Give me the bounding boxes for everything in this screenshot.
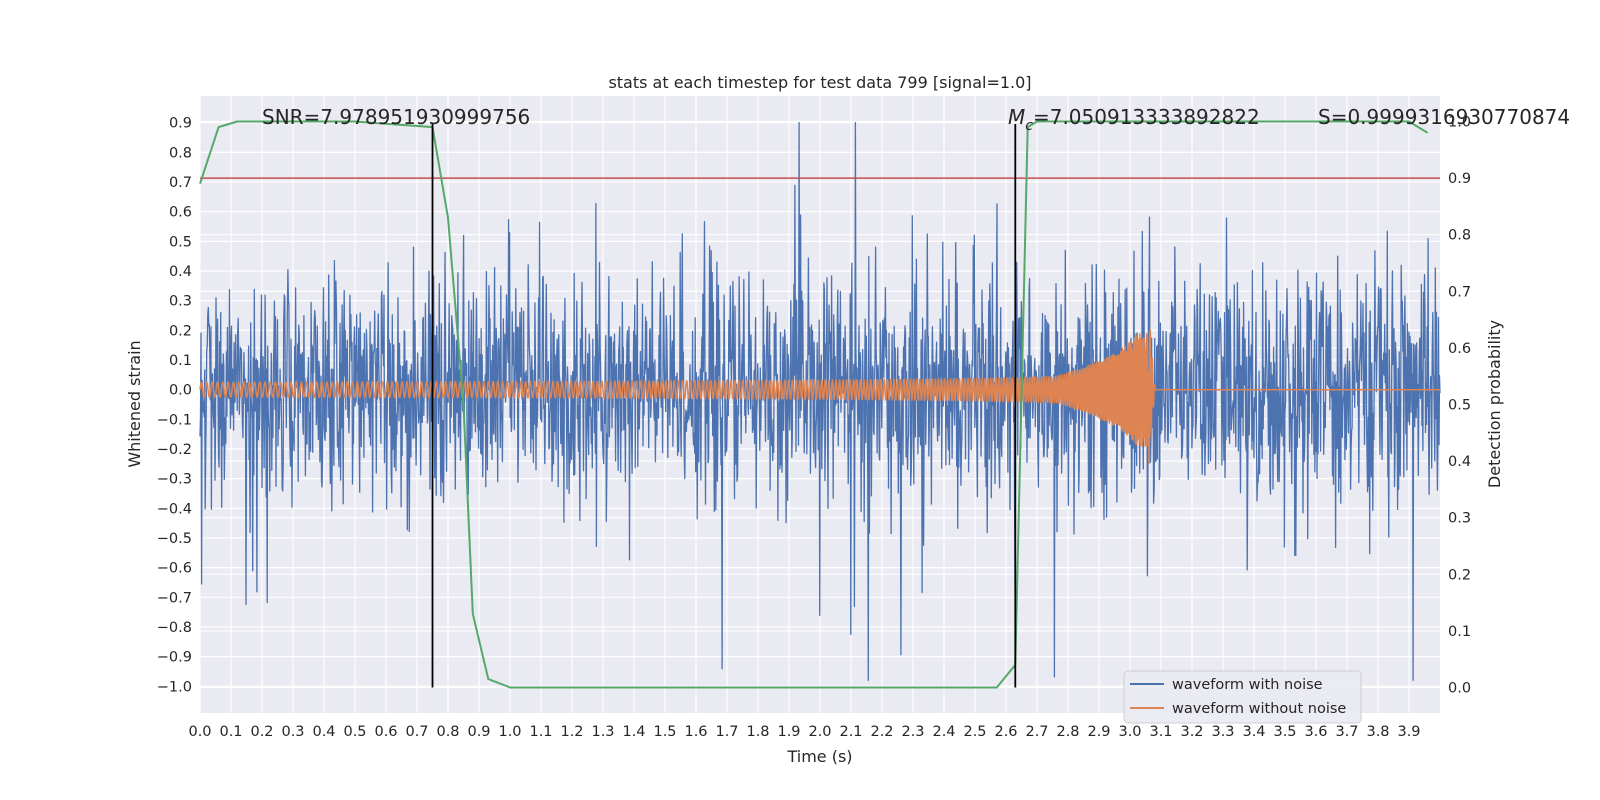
y2-tick-label: 0.1 [1448, 624, 1471, 640]
x-tick-label: 3.4 [1242, 724, 1265, 740]
x-tick-label: 1.3 [591, 724, 614, 740]
x-tick-label: 3.9 [1397, 724, 1420, 740]
x-tick-label: 2.1 [839, 724, 862, 740]
y-tick-label: 0.4 [169, 264, 192, 280]
x-tick-label: 3.5 [1273, 724, 1296, 740]
x-tick-label: 2.3 [901, 724, 924, 740]
x-tick-label: 1.7 [715, 724, 738, 740]
y-tick-label: −0.8 [157, 620, 192, 636]
x-tick-label: 1.6 [684, 724, 707, 740]
y-tick-label: −0.9 [157, 650, 192, 666]
x-tick-label: 3.7 [1335, 724, 1358, 740]
y-tick-label: −0.2 [157, 442, 192, 458]
legend-label-noisy: waveform with noise [1172, 677, 1323, 693]
x-tick-label: 2.0 [808, 724, 831, 740]
legend-box [1123, 670, 1362, 724]
y2-tick-label: 0.2 [1448, 567, 1471, 583]
y2-tick-label: 0.5 [1448, 398, 1471, 414]
x-tick-label: 0.6 [374, 724, 397, 740]
y2-tick-label: 0.6 [1448, 341, 1471, 357]
x-tick-label: 3.8 [1366, 724, 1389, 740]
snr-annotation: SNR=7.978951930999756 [262, 105, 530, 129]
x-tick-label: 3.2 [1180, 724, 1203, 740]
x-tick-label: 3.0 [1118, 724, 1141, 740]
x-tick-label: 1.5 [653, 724, 676, 740]
y-tick-label: −0.5 [157, 531, 192, 547]
x-axis-label: Time (s) [786, 747, 852, 766]
y2-tick-label: 0.7 [1448, 284, 1471, 300]
x-tick-label: 1.4 [622, 724, 645, 740]
x-tick-label: 0.4 [312, 724, 335, 740]
x-tick-label: 0.7 [405, 724, 428, 740]
data-series [199, 120, 1441, 689]
y-tick-label: 0.5 [169, 234, 192, 250]
legend: waveform with noise waveform without noi… [1123, 670, 1362, 724]
x-tick-label: 2.4 [932, 724, 955, 740]
chart-title: stats at each timestep for test data 799… [608, 73, 1031, 92]
tick-labels: 0.0 0.1 0.2 0.3 0.4 0.5 0.6 0.7 0.8 0.9 1.0 1.1 1.2 1… [157, 114, 1471, 740]
x-tick-label: 2.6 [994, 724, 1017, 740]
x-tick-label: 2.2 [870, 724, 893, 740]
y2-tick-label: 0.0 [1448, 681, 1471, 697]
y2-tick-label: 1.0 [1448, 114, 1471, 130]
chirp-mass-value: =7.050913333892822 [1033, 105, 1260, 129]
y2-axis-label: Detection probability [1485, 320, 1504, 488]
y2-tick-label: 0.3 [1448, 511, 1471, 527]
y-tick-label: 0.9 [169, 116, 192, 132]
x-tick-label: 2.7 [1025, 724, 1048, 740]
x-tick-label: 1.2 [560, 724, 583, 740]
y-tick-label: 0.7 [169, 175, 192, 191]
x-tick-label: 3.3 [1211, 724, 1234, 740]
y-tick-label: −0.1 [157, 412, 192, 428]
x-tick-label: 0.8 [436, 724, 459, 740]
x-tick-label: 0.2 [250, 724, 273, 740]
y2-tick-label: 0.4 [1448, 454, 1471, 470]
y-tick-label: 0.0 [169, 383, 192, 399]
x-tick-label: 0.3 [281, 724, 304, 740]
y-tick-label: −0.3 [157, 472, 192, 488]
y-tick-label: −0.7 [157, 590, 192, 606]
x-tick-label: 2.5 [963, 724, 986, 740]
y-tick-label: −0.4 [157, 501, 192, 517]
x-tick-label: 1.1 [529, 724, 552, 740]
x-tick-label: 2.8 [1056, 724, 1079, 740]
y-tick-label: 0.2 [169, 323, 192, 339]
y-tick-label: 0.8 [169, 145, 192, 161]
chirp-mass-annotation: Mc=7.050913333892822 [1008, 105, 1260, 134]
y-axis-label: Whitened strain [125, 340, 144, 467]
y-tick-label: 0.6 [169, 205, 192, 221]
x-tick-label: 1.8 [746, 724, 769, 740]
legend-label-clean: waveform without noise [1172, 701, 1346, 717]
detection-probability-line [199, 120, 1429, 689]
x-tick-label: 2.9 [1087, 724, 1110, 740]
x-tick-label: 0.1 [219, 724, 242, 740]
y-tick-label: −1.0 [157, 679, 192, 695]
x-tick-label: 1.0 [498, 724, 521, 740]
y-tick-label: −0.6 [157, 561, 192, 577]
x-tick-label: 0.5 [343, 724, 366, 740]
y2-tick-label: 0.9 [1448, 171, 1471, 187]
y-tick-label: 0.1 [169, 353, 192, 369]
chirp-mass-symbol: M [1008, 105, 1025, 129]
x-tick-label: 3.6 [1304, 724, 1327, 740]
y2-tick-label: 0.8 [1448, 228, 1471, 244]
noisy-waveform-line [199, 122, 1441, 682]
x-tick-label: 0.9 [467, 724, 490, 740]
chirp-mass-subscript: c [1025, 118, 1033, 134]
x-tick-label: 1.9 [777, 724, 800, 740]
x-tick-label: 0.0 [188, 724, 211, 740]
s-annotation: S=0.9999316930770874 [1318, 105, 1570, 129]
clean-waveform-line [199, 329, 1441, 465]
y-tick-label: 0.3 [169, 294, 192, 310]
x-tick-label: 3.1 [1149, 724, 1172, 740]
